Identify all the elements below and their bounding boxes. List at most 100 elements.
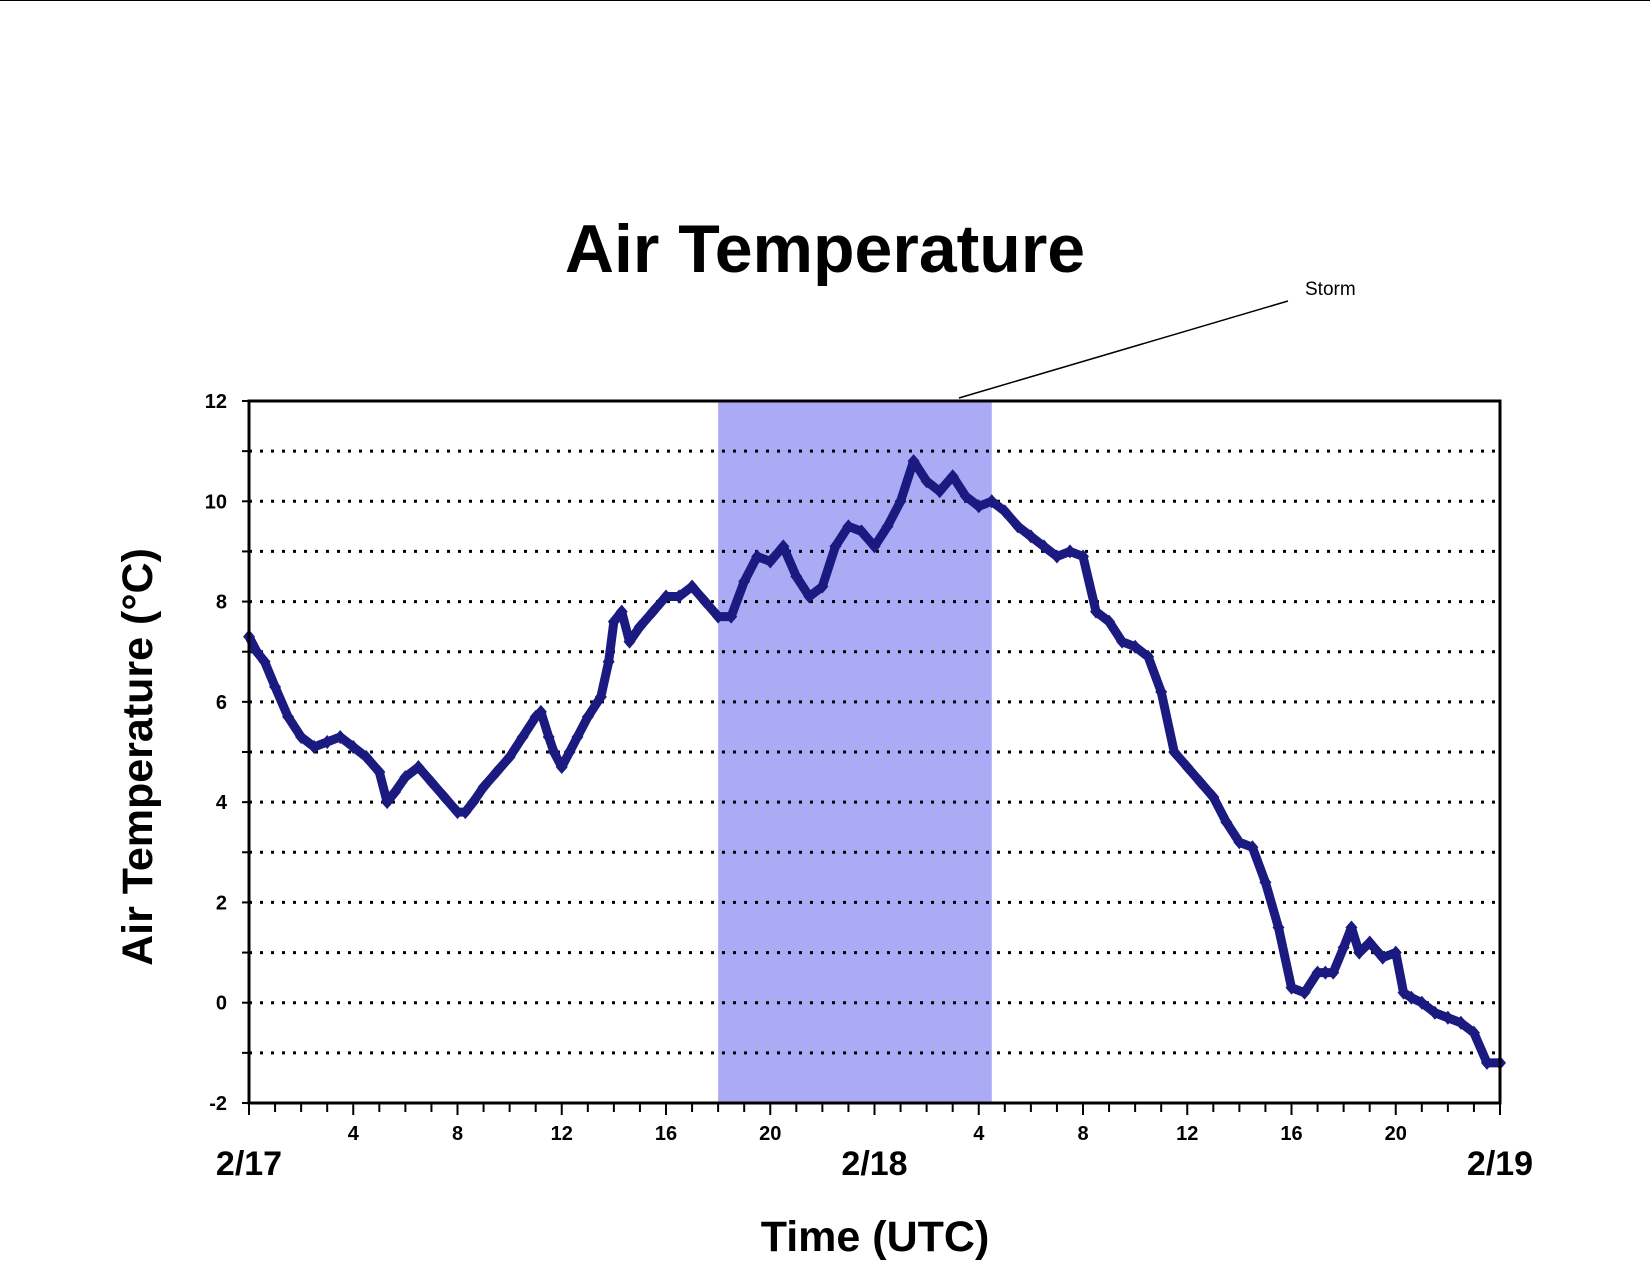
data-point	[1077, 549, 1089, 564]
data-point	[894, 494, 907, 509]
data-point	[646, 604, 659, 619]
data-point	[467, 795, 480, 810]
data-point	[1405, 990, 1418, 1005]
data-point	[451, 805, 464, 820]
data-point	[881, 519, 894, 534]
data-point	[581, 709, 594, 724]
data-point	[1311, 965, 1324, 980]
data-point	[1037, 539, 1050, 554]
data-point	[1246, 840, 1259, 855]
data-point	[555, 760, 568, 775]
data-point	[816, 579, 829, 594]
x-tick-label: 20	[1385, 1123, 1407, 1145]
data-point	[1415, 995, 1428, 1010]
data-point	[250, 644, 263, 659]
data-point	[282, 709, 295, 724]
data-point	[534, 704, 547, 719]
data-series	[243, 454, 1506, 1070]
data-point	[920, 474, 933, 489]
data-point	[1441, 1010, 1454, 1025]
x-axis-ticks: 4 8 12 16 20 4 8 12 16 20 2/17 2/18 2/19	[216, 1103, 1533, 1183]
data-point	[1024, 529, 1037, 544]
data-point	[673, 589, 686, 604]
data-point	[1454, 1015, 1467, 1030]
data-point	[1353, 945, 1366, 960]
data-point	[516, 729, 529, 744]
data-point	[712, 609, 725, 624]
x-tick-label: 20	[759, 1123, 781, 1145]
y-tick-label: 4	[216, 792, 228, 814]
data-point	[699, 594, 712, 609]
data-point	[1181, 760, 1194, 775]
data-point	[985, 494, 998, 509]
data-point	[1337, 940, 1350, 955]
x-tick-label: 4	[348, 1123, 360, 1145]
data-point	[1480, 1055, 1493, 1070]
data-point	[425, 775, 438, 790]
data-point	[1194, 775, 1207, 790]
storm-callout-line	[958, 300, 1289, 399]
data-point	[563, 745, 576, 759]
x-date-label: 2/19	[1467, 1145, 1533, 1183]
data-point	[388, 785, 401, 800]
y-axis-ticks: -2 0 2 4 6 8 10 12	[205, 391, 249, 1115]
data-point	[1050, 549, 1063, 564]
data-point	[381, 795, 394, 810]
data-point	[1397, 985, 1410, 1000]
y-axis-label: Air Temperature (°C)	[114, 548, 162, 966]
data-point	[373, 765, 386, 780]
data-point	[399, 770, 412, 785]
data-point	[321, 734, 334, 749]
data-point	[660, 589, 672, 604]
y-tick-label: 2	[216, 892, 227, 914]
data-point	[972, 499, 985, 514]
x-tick-label: 4	[973, 1123, 985, 1145]
data-point	[1298, 985, 1311, 1000]
data-point	[764, 554, 777, 569]
data-point	[959, 489, 972, 504]
data-point	[295, 729, 308, 744]
chart-title: Air Temperature	[565, 211, 1085, 287]
data-point	[615, 604, 628, 619]
x-tick-label: 8	[452, 1123, 463, 1145]
y-tick-label: -2	[209, 1093, 227, 1115]
x-tick-label: 12	[1176, 1123, 1198, 1145]
data-point	[1389, 945, 1402, 960]
data-point	[725, 609, 738, 624]
data-point	[751, 549, 764, 564]
data-point	[542, 729, 555, 744]
data-point	[547, 745, 560, 759]
data-point	[1103, 614, 1116, 629]
data-point	[633, 619, 646, 634]
data-point	[1129, 639, 1142, 654]
data-point	[933, 484, 946, 499]
data-point	[594, 689, 607, 704]
data-point	[946, 469, 959, 484]
data-point	[1285, 980, 1298, 995]
storm-annotation-label: Storm	[1305, 279, 1356, 300]
data-point	[1259, 875, 1272, 890]
data-point	[855, 524, 868, 539]
x-tick-label: 16	[1280, 1123, 1302, 1145]
data-point	[1090, 604, 1103, 619]
x-tick-label: 16	[655, 1123, 677, 1145]
y-tick-label: 6	[216, 692, 227, 714]
data-point	[1155, 684, 1168, 699]
data-point	[1345, 920, 1358, 935]
data-point	[738, 574, 751, 589]
data-point	[412, 760, 425, 775]
data-point	[607, 614, 620, 629]
x-date-label: 2/17	[216, 1145, 282, 1183]
y-tick-label: 8	[216, 592, 227, 614]
data-point	[459, 805, 472, 820]
data-point	[1327, 965, 1340, 980]
data-point	[1011, 519, 1024, 534]
data-point	[571, 729, 584, 744]
data-point	[334, 729, 347, 744]
data-point	[1319, 965, 1332, 980]
data-point	[1207, 790, 1220, 805]
x-tick-label: 8	[1077, 1123, 1088, 1145]
data-point	[998, 504, 1011, 519]
data-point	[1142, 649, 1155, 664]
